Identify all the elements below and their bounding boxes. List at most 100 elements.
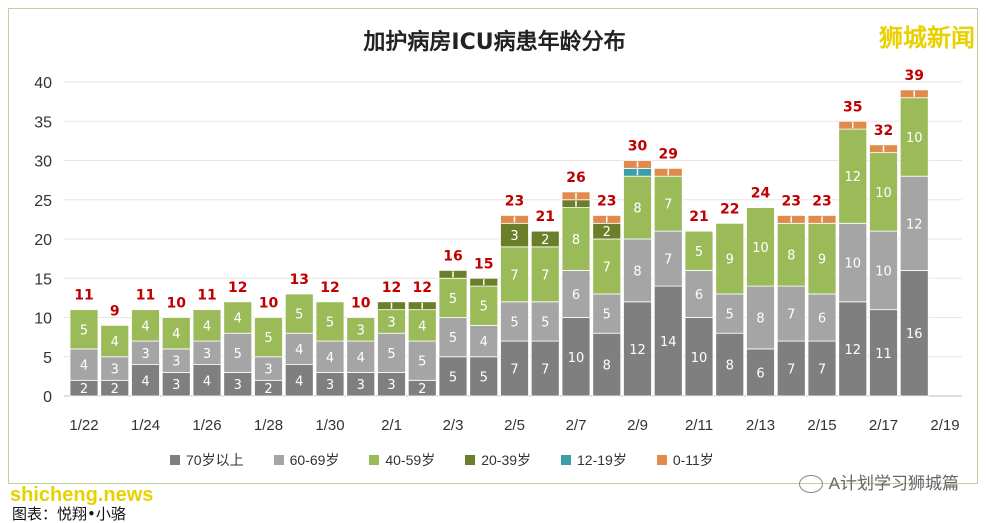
total-label: 15 (474, 256, 493, 272)
segment-label: 10 (844, 257, 861, 272)
bar-segment (500, 246, 529, 303)
total-label: 11 (136, 288, 155, 304)
segment-label: 3 (111, 363, 119, 378)
total-label: 26 (566, 170, 585, 186)
segment-label: 3 (357, 378, 365, 393)
segment-label: 8 (572, 233, 580, 248)
bar-segment (869, 230, 898, 311)
bar-segment (284, 364, 314, 397)
total-label: 23 (782, 193, 801, 209)
x-tick-label: 1/30 (315, 417, 344, 434)
total-label: 23 (812, 193, 831, 209)
segment-label: 4 (357, 351, 365, 366)
bar-segment (530, 301, 560, 342)
segment-label: 4 (295, 343, 303, 358)
total-label: 22 (720, 201, 739, 217)
bar-segment (407, 340, 437, 381)
bar-segment (192, 309, 222, 342)
segment-label: 5 (264, 331, 272, 346)
bar-segment (899, 97, 929, 177)
total-label: 23 (505, 193, 524, 209)
legend-item: 20-39岁 (465, 450, 531, 470)
segment-label: 6 (756, 366, 764, 381)
bar-segment (776, 222, 806, 287)
total-label: 21 (689, 209, 708, 225)
bar-segment (284, 293, 314, 334)
bar-segment (746, 207, 775, 287)
x-tick-label: 1/24 (131, 417, 160, 434)
segment-label: 7 (818, 363, 826, 378)
total-label: 10 (351, 296, 371, 312)
bar-segment (500, 340, 529, 397)
legend-swatch (561, 455, 572, 465)
bar-segment (530, 230, 560, 248)
bar-segment (438, 356, 468, 397)
bar-segment (223, 332, 253, 373)
legend-swatch (656, 455, 667, 465)
bar-segment (100, 324, 130, 358)
legend-swatch (273, 455, 284, 465)
segment-label: 7 (510, 363, 518, 378)
total-label: 35 (843, 99, 862, 115)
bar-segment (377, 332, 406, 373)
segment-label: 5 (449, 331, 457, 346)
segment-label: 2 (418, 382, 426, 397)
chart-frame (8, 8, 978, 484)
segment-label: 3 (172, 355, 180, 370)
bar-segment (869, 309, 898, 397)
segment-label: 8 (787, 249, 795, 264)
x-tick-label: 2/19 (930, 417, 959, 434)
bar-segment (469, 285, 499, 326)
total-label: 11 (74, 288, 93, 304)
bar-segment (623, 238, 652, 303)
segment-label: 7 (787, 308, 795, 323)
segment-label: 8 (726, 359, 734, 374)
bar-segment (315, 301, 345, 342)
bar-segment (653, 285, 683, 397)
segment-label: 3 (510, 229, 518, 244)
segment-label: 2 (603, 225, 611, 240)
bar-segment (623, 175, 652, 240)
legend-swatch (170, 455, 180, 465)
total-label: 12 (382, 280, 401, 296)
segment-label: 14 (660, 335, 677, 350)
bar-segment (438, 277, 468, 318)
segment-label: 5 (234, 347, 242, 362)
segment-label: 3 (387, 315, 395, 330)
segment-label: 5 (510, 315, 518, 330)
segment-label: 7 (664, 198, 672, 213)
bar-segment (684, 317, 714, 397)
segment-label: 8 (756, 312, 764, 327)
segment-label: 2 (80, 382, 88, 397)
x-tick-label: 2/17 (869, 417, 898, 434)
bar-segment (838, 222, 868, 303)
legend-swatch (465, 455, 476, 465)
total-label: 21 (536, 209, 555, 225)
total-label: 11 (197, 288, 216, 304)
segment-label: 5 (695, 245, 703, 260)
total-label: 29 (659, 146, 678, 162)
bar-segment (623, 301, 652, 397)
y-tick-label: 40 (34, 75, 52, 92)
segment-label: 4 (141, 374, 149, 389)
segment-label: 12 (629, 343, 646, 358)
legend-item: 0-11岁 (656, 450, 714, 470)
wechat-account: A计划学习狮城篇 (798, 474, 959, 494)
legend-item: 12-19岁 (561, 450, 627, 470)
x-tick-label: 2/5 (504, 417, 525, 434)
legend-label: 0-11岁 (672, 452, 714, 468)
x-tick-label: 2/7 (566, 417, 587, 434)
total-label: 24 (751, 186, 771, 202)
segment-label: 4 (203, 319, 211, 334)
chart-title: 加护病房ICU病患年龄分布 (363, 30, 626, 55)
x-tick-label: 1/22 (69, 417, 98, 434)
segment-label: 3 (326, 378, 334, 393)
segment-label: 3 (357, 323, 365, 338)
segment-label: 12 (844, 170, 861, 185)
segment-label: 7 (603, 260, 611, 275)
bar-segment (684, 230, 714, 271)
segment-label: 7 (541, 363, 549, 378)
total-label: 12 (228, 280, 247, 296)
bar-segment (746, 285, 775, 350)
total-label: 16 (443, 248, 462, 264)
